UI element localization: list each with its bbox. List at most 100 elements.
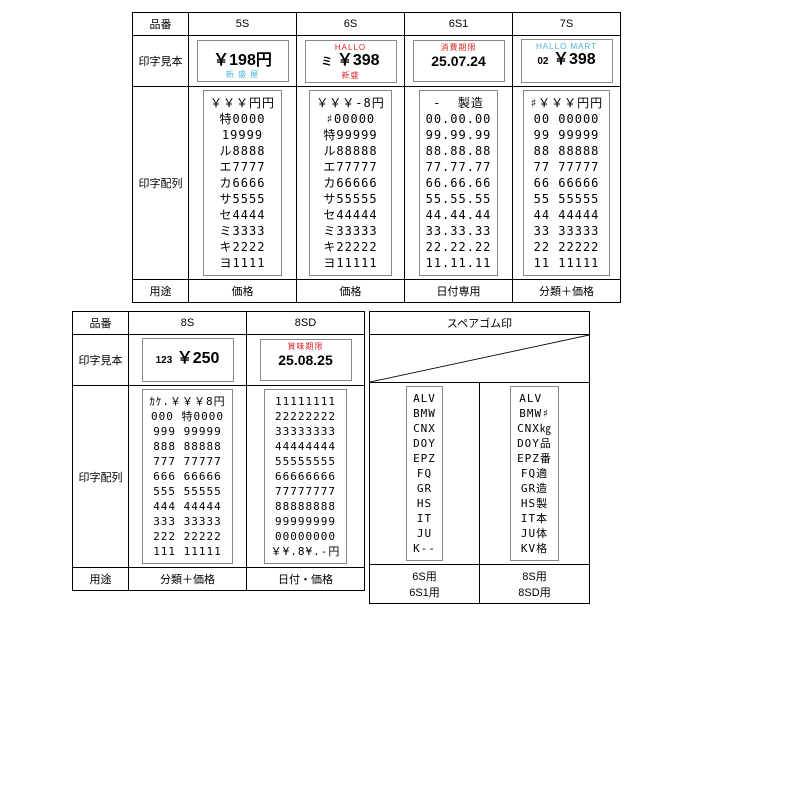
grid-line: 44.44.44 <box>426 207 492 223</box>
sample-8s: 123 ￥250 <box>129 335 247 386</box>
grid-line: CNX㎏ <box>517 421 552 436</box>
spare-title: スペアゴム印 <box>370 312 590 335</box>
grid-line: 19999 <box>210 127 275 143</box>
grid-line: サ55555 <box>316 191 384 207</box>
use-6s1: 日付専用 <box>405 280 513 303</box>
hdr-use-2: 用途 <box>73 568 129 591</box>
grid-line: 77 77777 <box>530 159 603 175</box>
grid-line: DOY <box>413 436 436 451</box>
grid-line: 77777777 <box>271 484 341 499</box>
grid-line: 99.99.99 <box>426 127 492 143</box>
sample-8s-price: ￥250 <box>177 350 220 367</box>
sample-6s-price: ￥398 <box>337 52 380 69</box>
grid-line: 66.66.66 <box>426 175 492 191</box>
grid-line: IT <box>413 511 436 526</box>
grid-line: 11 11111 <box>530 255 603 271</box>
grid-line: キ2222 <box>210 239 275 255</box>
grid-line: 44444444 <box>271 439 341 454</box>
grid-line: ル8888 <box>210 143 275 159</box>
grid-line: ヨ1111 <box>210 255 275 271</box>
grid-line: GR <box>413 481 436 496</box>
spare-stamp-table: スペアゴム印 ALVBMWCNXDOYEPZFQGRHSITJUK-- ALV … <box>369 311 590 604</box>
grid-line: 22222222 <box>271 409 341 424</box>
grid-line: K-- <box>413 541 436 556</box>
grid-line: 99 99999 <box>530 127 603 143</box>
grid-line: EPZ番 <box>517 451 552 466</box>
grid-8sd: 1111111122222222333333334444444455555555… <box>247 386 365 568</box>
hdr-model: 品番 <box>133 13 189 36</box>
grid-line: 33.33.33 <box>426 223 492 239</box>
grid-line: 77.77.77 <box>426 159 492 175</box>
grid-line: 999 99999 <box>149 424 225 439</box>
sample-6s: HALLO ミ ￥398 新盛 <box>297 36 405 87</box>
spare-use-b: 8S用 8SD用 <box>480 565 590 604</box>
grid-5s: ￥￥￥円円特000019999ル8888エ7777カ6666サ5555セ4444… <box>189 87 297 280</box>
grid-line: BMW♯ <box>517 406 552 421</box>
use-5s: 価格 <box>189 280 297 303</box>
grid-line: 88.88.88 <box>426 143 492 159</box>
col-8sd: 8SD <box>247 312 365 335</box>
use-8s: 分類＋価格 <box>129 568 247 591</box>
sample-5s: ￥198円 新 盛 屋 <box>189 36 297 87</box>
grid-line: 特99999 <box>316 127 384 143</box>
grid-line: 66 66666 <box>530 175 603 191</box>
grid-line: ♯00000 <box>316 111 384 127</box>
grid-line: セ44444 <box>316 207 384 223</box>
use-7s: 分類＋価格 <box>513 280 621 303</box>
grid-line: ￥￥￥円円 <box>210 95 275 111</box>
grid-line: ￥￥￥-8円 <box>316 95 384 111</box>
grid-line: ｶｹ.￥￥￥8円 <box>149 394 225 409</box>
sample-6s-top: HALLO <box>306 43 396 52</box>
grid-line: ヨ11111 <box>316 255 384 271</box>
grid-line: キ22222 <box>316 239 384 255</box>
grid-line: セ4444 <box>210 207 275 223</box>
grid-6s: ￥￥￥-8円♯00000特99999ル88888エ77777カ66666サ555… <box>297 87 405 280</box>
sample-6s1-top: 消費期限 <box>414 43 504 52</box>
sample-5s-top <box>198 43 288 52</box>
grid-line: HS <box>413 496 436 511</box>
grid-line: 22 22222 <box>530 239 603 255</box>
grid-line: 00000000 <box>271 529 341 544</box>
sample-6s-bot: 新盛 <box>306 71 396 80</box>
grid-line: FQ <box>413 466 436 481</box>
grid-line: JU <box>413 526 436 541</box>
hdr-sample-2: 印字見本 <box>73 335 129 386</box>
grid-line: GR造 <box>517 481 552 496</box>
use-6s: 価格 <box>297 280 405 303</box>
sample-6s1-bot <box>414 70 504 79</box>
grid-line: ALV <box>517 391 552 406</box>
grid-line: 66666666 <box>271 469 341 484</box>
sample-7s-top: HALLO MART <box>522 42 612 51</box>
col-7s: 7S <box>513 13 621 36</box>
grid-line: ￥¥.8¥.-円 <box>271 544 341 559</box>
grid-line: 55.55.55 <box>426 191 492 207</box>
sample-5s-price: ￥198円 <box>198 52 288 70</box>
grid-line: 99999999 <box>271 514 341 529</box>
grid-line: 55 55555 <box>530 191 603 207</box>
spec-table-top: 品番 5S 6S 6S1 7S 印字見本 ￥198円 新 盛 屋 HALLO ミ… <box>132 12 621 303</box>
sample-6s1: 消費期限 25.07.24 <box>405 36 513 87</box>
grid-line: ミ33333 <box>316 223 384 239</box>
sample-6s1-price: 25.07.24 <box>414 52 504 70</box>
spare-grid-b: ALV BMW♯CNX㎏DOY品EPZ番FQ適GR造HS製IT本JU体KV格 <box>480 383 590 565</box>
grid-line: エ7777 <box>210 159 275 175</box>
grid-line: EPZ <box>413 451 436 466</box>
grid-line: 特0000 <box>210 111 275 127</box>
hdr-model-2: 品番 <box>73 312 129 335</box>
grid-line: 000 特0000 <box>149 409 225 424</box>
grid-line: HS製 <box>517 496 552 511</box>
grid-line: 666 66666 <box>149 469 225 484</box>
grid-line: ミ3333 <box>210 223 275 239</box>
grid-line: 00 00000 <box>530 111 603 127</box>
sample-5s-bot: 新 盛 屋 <box>198 70 288 79</box>
grid-line: FQ適 <box>517 466 552 481</box>
grid-line: 55555555 <box>271 454 341 469</box>
sample-7s-bot <box>522 71 612 80</box>
grid-line: 444 44444 <box>149 499 225 514</box>
sample-8sd-price: 25.08.25 <box>261 351 351 369</box>
grid-line: 88 88888 <box>530 143 603 159</box>
grid-line: DOY品 <box>517 436 552 451</box>
spec-table-bottom-left: 品番 8S 8SD 印字見本 123 ￥250 賞味期限 25.08.25 <box>72 311 365 591</box>
grid-line: 00.00.00 <box>426 111 492 127</box>
grid-line: ル88888 <box>316 143 384 159</box>
